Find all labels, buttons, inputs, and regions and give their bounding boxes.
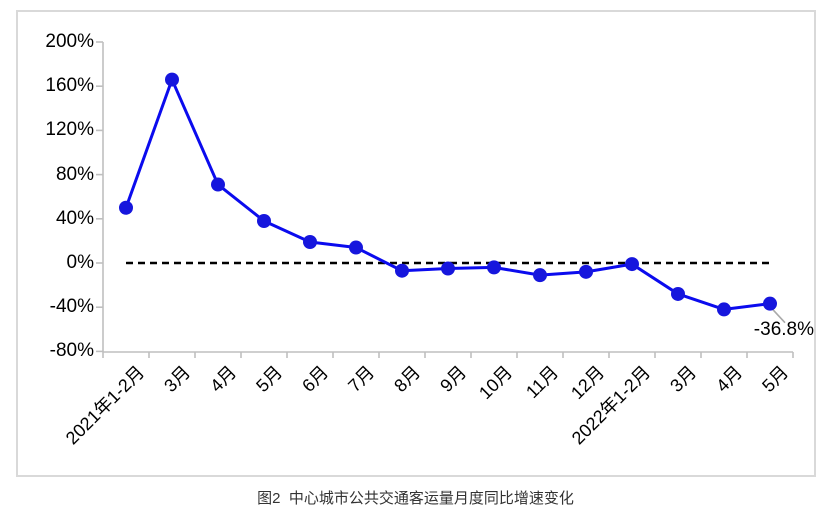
data-point-marker xyxy=(119,200,133,215)
data-point-marker xyxy=(349,240,363,255)
y-tick-label: 160% xyxy=(45,75,94,97)
data-point-marker xyxy=(487,260,501,275)
label-leader-line xyxy=(771,308,786,324)
data-point-marker xyxy=(303,235,317,250)
data-point-marker xyxy=(257,214,271,229)
data-point-marker xyxy=(533,268,547,283)
data-point-marker xyxy=(395,263,409,278)
data-point-marker xyxy=(671,286,685,301)
y-tick-label: 80% xyxy=(55,163,94,185)
last-point-data-label: -36.8% xyxy=(753,319,814,340)
figure-caption: 图2 中心城市公共交通客运量月度同比增速变化 xyxy=(257,490,574,507)
data-point-marker xyxy=(165,72,179,87)
data-point-marker xyxy=(579,264,593,279)
data-point-marker xyxy=(441,261,455,276)
y-tick-label: -40% xyxy=(49,296,94,318)
data-point-marker xyxy=(763,296,777,311)
y-tick-label: -80% xyxy=(49,340,94,362)
data-point-marker xyxy=(211,177,225,192)
chart-frame xyxy=(16,10,816,477)
y-tick-label: 120% xyxy=(45,119,94,141)
y-tick-label: 0% xyxy=(66,252,94,273)
y-tick-label: 40% xyxy=(55,207,94,229)
data-point-marker xyxy=(625,257,639,272)
data-point-marker xyxy=(717,302,731,317)
y-tick-label: 200% xyxy=(45,31,94,52)
